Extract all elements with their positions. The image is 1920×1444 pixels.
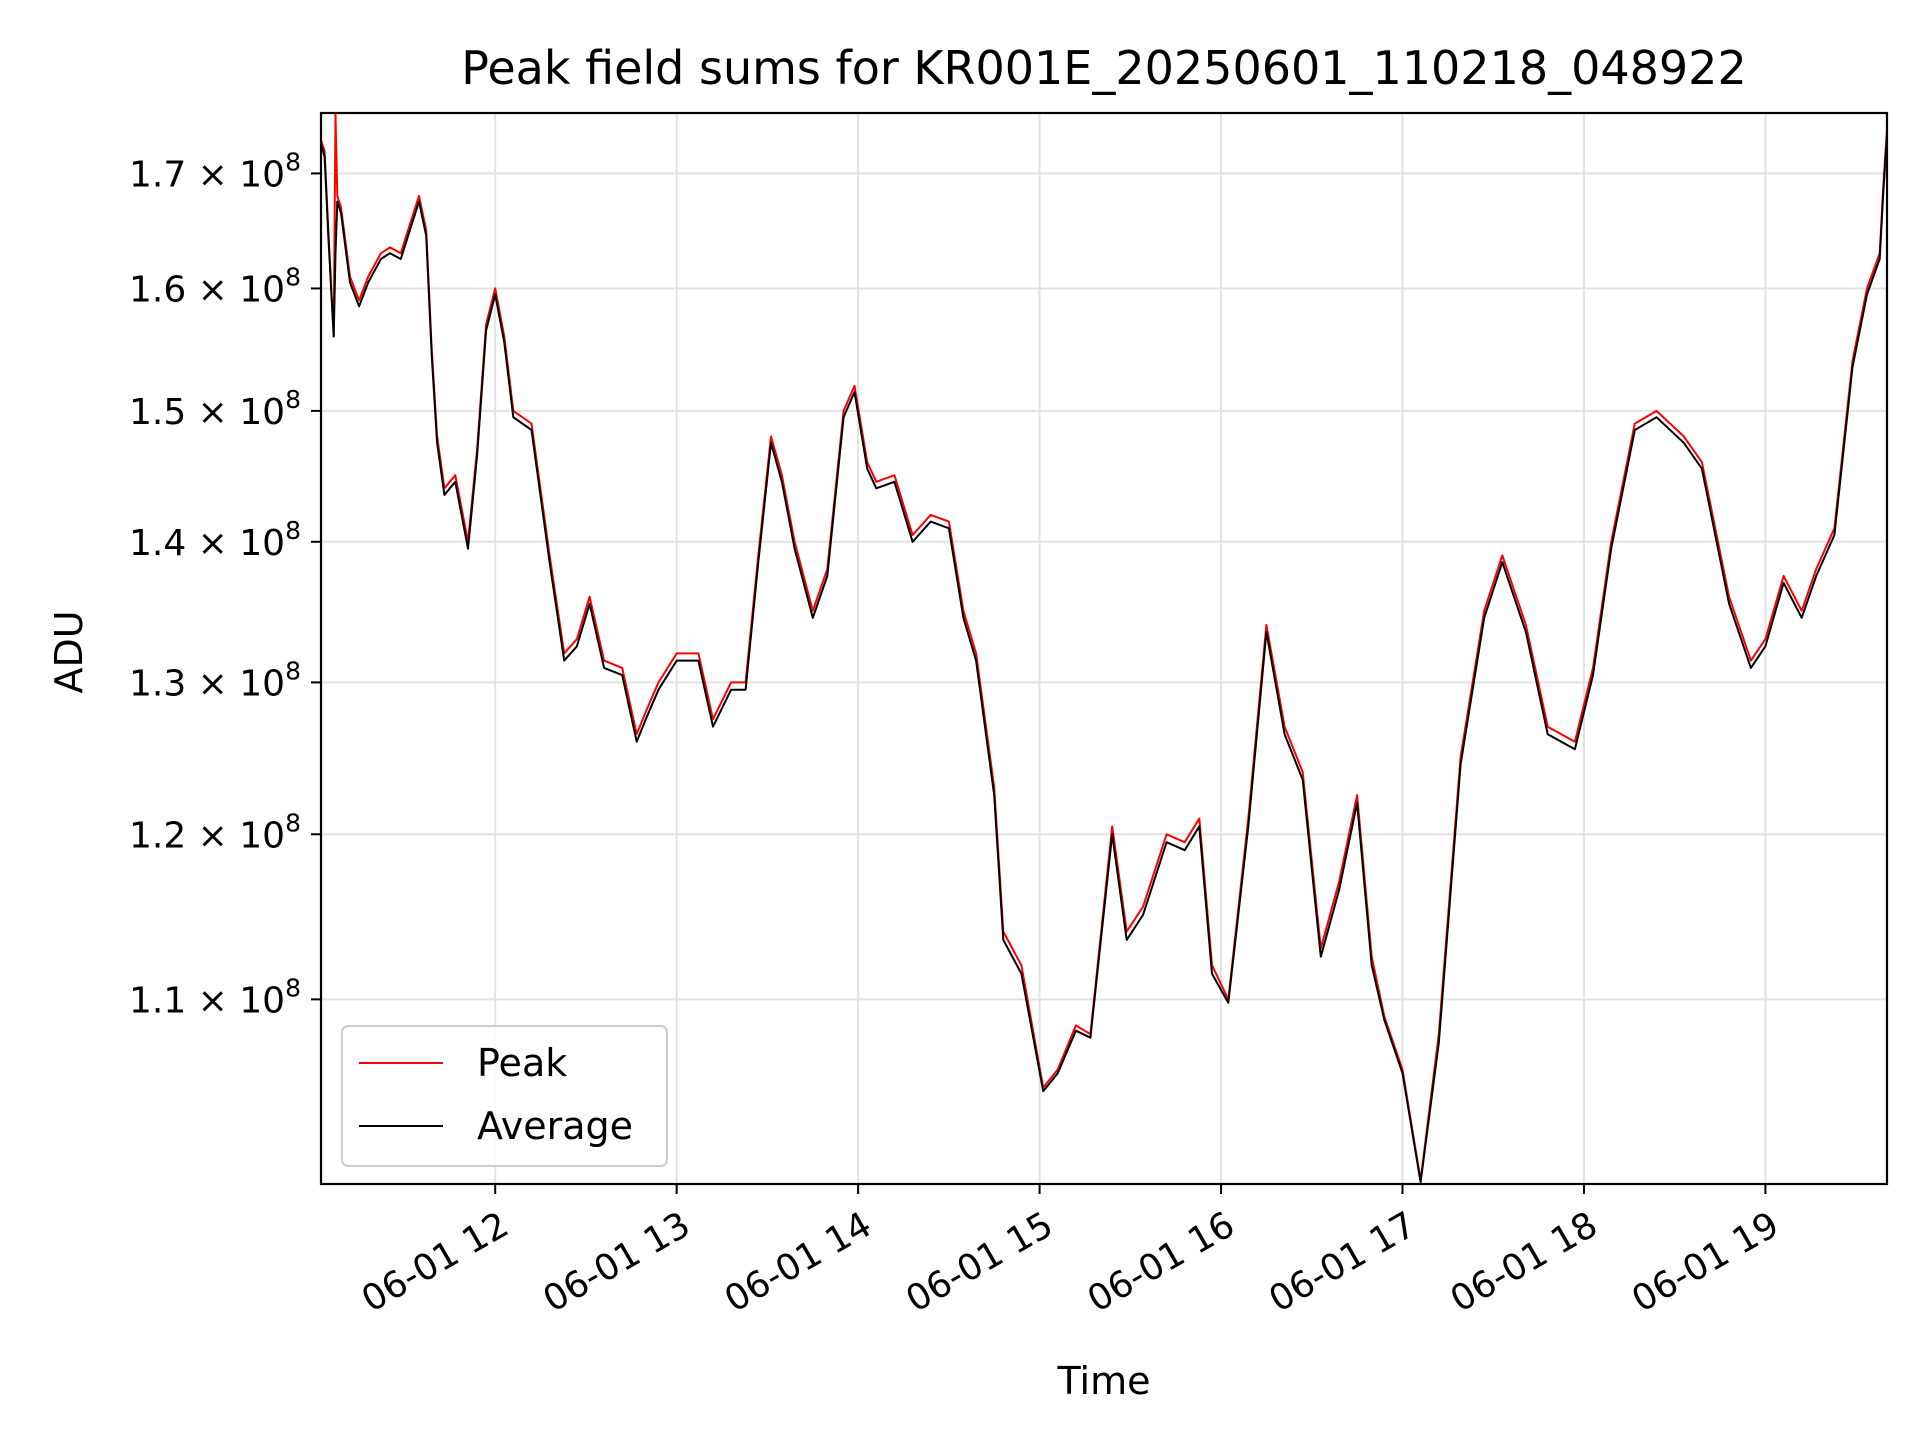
y-tick-label: 1.6 × 108 bbox=[129, 262, 301, 310]
chart-title: Peak field sums for KR001E_20250601_1102… bbox=[461, 41, 1746, 95]
y-axis-label: ADU bbox=[47, 610, 91, 693]
series-lines bbox=[321, 113, 1887, 1184]
y-tick-label: 1.7 × 108 bbox=[129, 147, 301, 195]
y-tick-label: 1.3 × 108 bbox=[129, 656, 301, 704]
legend-label-peak: Peak bbox=[477, 1041, 567, 1085]
y-tick-label: 1.5 × 108 bbox=[129, 385, 301, 433]
grid bbox=[321, 113, 1887, 1184]
x-axis-label: Time bbox=[1057, 1359, 1151, 1403]
y-tick-label: 1.1 × 108 bbox=[129, 973, 301, 1021]
legend-label-average: Average bbox=[477, 1104, 633, 1148]
y-axis: 1.1 × 108 1.2 × 108 1.3 × 108 1.4 × 108 1.5 … bbox=[129, 147, 321, 1021]
plot-frame bbox=[319, 111, 1889, 1186]
series-line-average bbox=[321, 134, 1887, 1184]
legend: Peak Average bbox=[341, 1025, 668, 1167]
y-tick-label: 1.4 × 108 bbox=[129, 516, 301, 564]
legend-box bbox=[341, 1025, 668, 1167]
y-tick-label: 1.2 × 108 bbox=[129, 808, 301, 856]
